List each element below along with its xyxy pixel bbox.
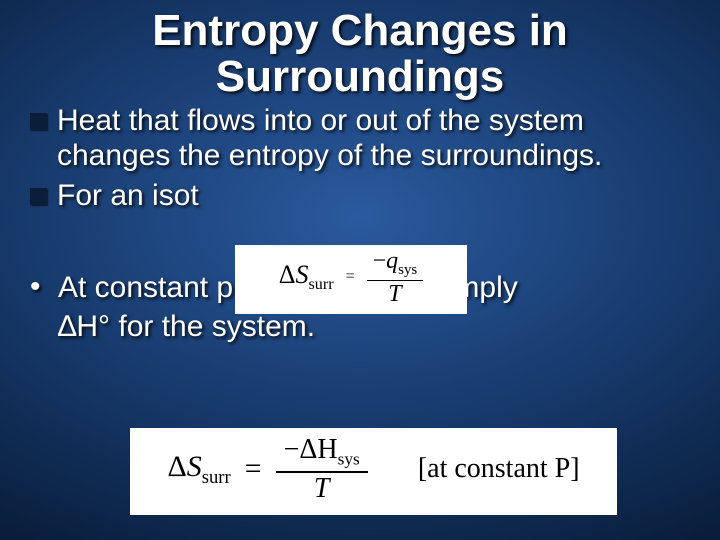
f1-lhs-sub: surr (309, 276, 334, 293)
f1-q: q (386, 248, 398, 274)
square-bullet-icon (30, 113, 47, 130)
f2-annotation: [at constant P] (418, 455, 580, 483)
f1-den: T (367, 281, 424, 306)
f1-S: S (296, 260, 309, 289)
f2-minus: − (284, 434, 300, 465)
f2-lhs-sub: surr (202, 467, 231, 488)
bullet-2-text: For an isot (57, 179, 199, 214)
f2-S: S (187, 450, 202, 483)
f1-equals: = (346, 269, 355, 285)
formula-2: ΔSsurr = −ΔHsys T [at constant P] (130, 428, 617, 515)
square-bullet-icon (30, 188, 47, 205)
bullet-1: Heat that flows into or out of the syste… (30, 104, 690, 173)
disc-bullet-icon: • (30, 272, 48, 302)
f1-delta: Δ (279, 260, 296, 289)
disc-dH: ∆H° (58, 310, 110, 343)
f1-num-sub: sys (398, 262, 417, 278)
f2-num-sub: sys (338, 450, 360, 469)
disc-after: for the system. (110, 310, 315, 343)
f2-equals: = (245, 454, 262, 484)
slide-title: Entropy Changes in Surroundings (30, 8, 690, 100)
bullet-1-text: Heat that flows into or out of the syste… (57, 104, 690, 173)
f1-minus: − (373, 248, 387, 274)
bullet-2: For an isot (30, 179, 690, 214)
f2-delta: Δ (167, 450, 186, 483)
formula-1: ΔSsurr = −qsys T (235, 245, 467, 314)
f2-den: T (276, 473, 368, 503)
f2-dH: ΔH (299, 434, 337, 465)
